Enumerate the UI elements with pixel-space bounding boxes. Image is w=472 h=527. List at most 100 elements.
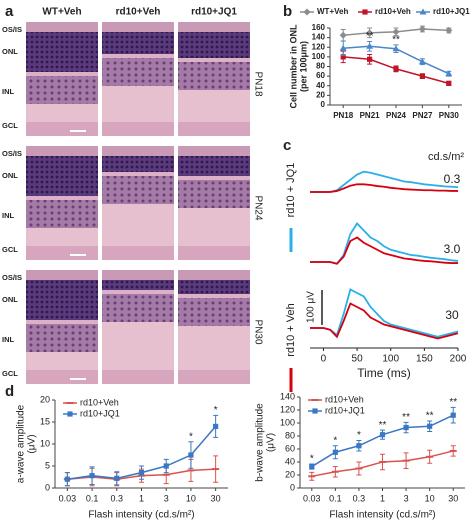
x-tick-label: 0.1 [86, 493, 99, 503]
marker [445, 70, 453, 77]
legend-label: rd10+Veh [325, 394, 364, 404]
opl-layer [178, 176, 250, 180]
legend-label: rd10+JQ1 [80, 408, 120, 418]
inl-texture [178, 62, 250, 90]
opl-layer [102, 54, 174, 58]
x-axis-label: Flash intensity (cd.s/m²) [88, 510, 194, 521]
y-tick-label: 20 [40, 394, 50, 404]
significance-label: * [310, 454, 314, 465]
inl-texture [26, 76, 98, 104]
legend-label: rd10+JQ1 [325, 405, 365, 415]
ipl-layer [102, 204, 174, 246]
inl-texture [102, 176, 174, 204]
opl-layer [102, 172, 174, 176]
x-tick-label: 30 [448, 493, 458, 503]
significance-label: ** [392, 34, 400, 45]
erg-trace [310, 183, 458, 193]
opl-layer [102, 290, 174, 294]
legend-label: rd10+Veh [80, 397, 119, 407]
x-tick-label: 1 [139, 493, 144, 503]
y-tick-label: 0 [321, 100, 326, 109]
marker [332, 449, 338, 455]
panel-label: a [5, 3, 14, 20]
legend-label: rd10+JQ1 [433, 7, 470, 16]
y-tick-label: 40 [285, 456, 295, 466]
os-is-layer [102, 270, 174, 280]
significance-label: ** [379, 420, 387, 431]
os-is-layer [178, 22, 250, 32]
x-tick-label: 3 [164, 493, 169, 503]
y-axis-label: (μV) [27, 434, 38, 453]
y-tick-label: 0 [290, 482, 295, 492]
panel-label: c [283, 137, 291, 154]
ipl-layer [178, 326, 250, 370]
y-tick-label: 100 [280, 417, 295, 427]
age-label: PN24 [252, 195, 263, 220]
x-tick-label: 0 [321, 354, 327, 365]
y-tick-label: 80 [285, 430, 295, 440]
os-is-layer [26, 270, 98, 280]
y-tick-label: 40 [316, 81, 325, 90]
inl-texture [178, 180, 250, 208]
x-tick-label: 100 [382, 354, 399, 365]
layer-label: INL [2, 335, 15, 344]
significance-label: ** [449, 397, 457, 408]
x-tick-label: 0.1 [329, 493, 342, 503]
y-tick-label: 5 [45, 460, 50, 470]
legend-marker [303, 8, 311, 16]
marker [339, 44, 347, 51]
marker [445, 26, 453, 34]
x-tick-label: 0.3 [111, 493, 124, 503]
x-axis-label: Time (ms) [357, 366, 411, 380]
y-tick-label: 60 [285, 443, 295, 453]
marker [379, 432, 386, 438]
onl-texture [178, 156, 250, 176]
onl-texture [102, 32, 174, 54]
y-axis-label: (per 100μm) [298, 41, 308, 92]
opl-layer [26, 196, 98, 200]
marker [188, 452, 194, 458]
marker [309, 463, 315, 470]
legend-marker [419, 8, 427, 15]
y-tick-label: 140 [280, 391, 295, 401]
x-tick-label: 0.03 [59, 493, 77, 503]
marker [213, 423, 219, 429]
os-is-layer [178, 146, 250, 156]
marker [138, 470, 145, 476]
os-is-layer [102, 22, 174, 32]
onl-texture [26, 156, 98, 196]
marker [340, 54, 346, 60]
gcl-layer [178, 246, 250, 260]
significance-label: ** [426, 411, 434, 422]
marker [392, 28, 400, 36]
marker [418, 58, 426, 65]
y-tick-label: 60 [316, 71, 325, 80]
marker [392, 45, 400, 52]
intensity-label: 3.0 [444, 242, 461, 256]
marker [403, 424, 409, 431]
marker [64, 476, 70, 482]
layer-label: INL [2, 87, 15, 96]
gcl-layer [26, 122, 98, 136]
erg-trace [310, 222, 459, 265]
marker [367, 56, 373, 62]
layer-label: INL [2, 211, 15, 220]
y-tick-label: 100 [312, 52, 326, 61]
ipl-layer [102, 322, 174, 370]
column-header: rd10+Veh [116, 7, 161, 18]
layer-label: GCL [2, 245, 18, 254]
x-tick-label: PN27 [412, 111, 433, 120]
gcl-layer [102, 122, 174, 136]
os-is-layer [102, 146, 174, 156]
marker [427, 423, 433, 429]
layer-label: OS/IS [2, 149, 22, 158]
y-tick-label: 120 [312, 42, 326, 51]
panel-label: d [5, 383, 14, 400]
legend-label: WT+Veh [317, 7, 348, 16]
x-axis-label: Flash intensity (cd.s/m²) [329, 510, 435, 521]
y-tick-label: 20 [285, 469, 295, 479]
ipl-layer [102, 86, 174, 122]
x-tick-label: 10 [425, 493, 435, 503]
x-tick-label: PN30 [439, 111, 460, 120]
marker [450, 412, 456, 418]
